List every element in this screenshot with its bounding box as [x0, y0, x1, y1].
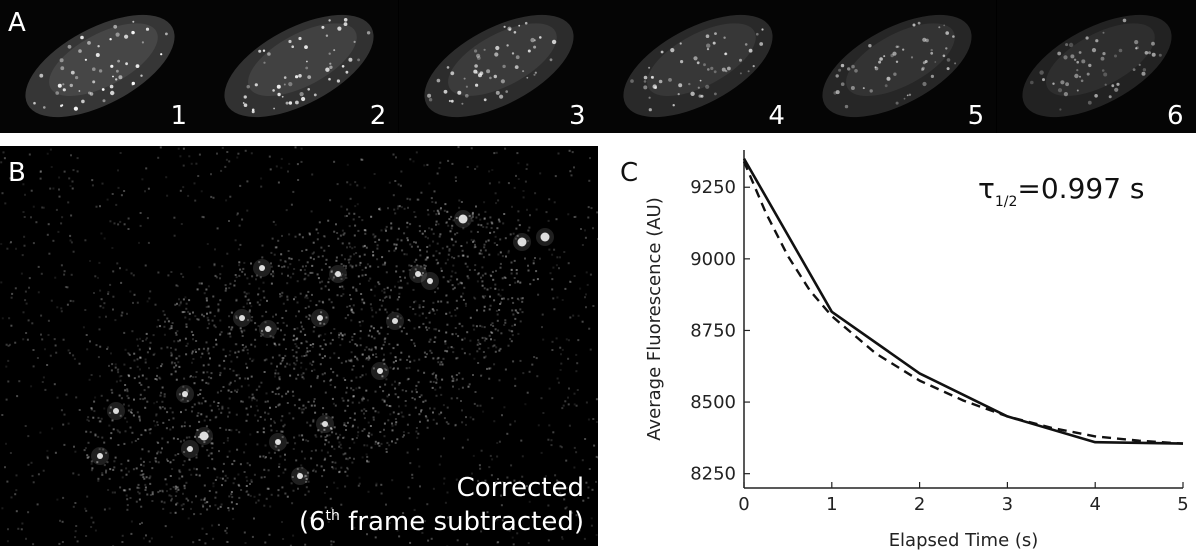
tau-annotation: τ1/2=0.997 s	[978, 172, 1145, 210]
chart-plot-area: 0 1 2 3 4 5 8250 8500 8750 9000 9250 Elapsed Time (…	[644, 150, 1189, 551]
frame-2: 2	[199, 0, 399, 133]
y-tick-label: 8500	[690, 392, 736, 413]
frame-6: 6	[996, 0, 1196, 133]
y-tick-label: 8250	[690, 464, 736, 485]
frame-number: 3	[569, 101, 586, 131]
measured-line	[742, 157, 1184, 445]
frame-4: 4	[597, 0, 797, 133]
frame-number: 1	[170, 101, 187, 131]
tau-value: =0.997 s	[1017, 172, 1144, 205]
frame-number: 2	[369, 101, 387, 131]
x-tick-label: 4	[1089, 494, 1100, 515]
caption-subtracted: (6th frame subtracted)	[298, 506, 584, 537]
fluorescence-decay-chart: 0 1 2 3 4 5 8250 8500 8750 9000 9250 Elapsed Time (…	[644, 150, 1189, 551]
tau-symbol: τ	[978, 172, 995, 205]
x-axis-label: Elapsed Time (s)	[889, 530, 1039, 551]
frame-3: 3	[398, 0, 598, 133]
panel-b-letter: B	[8, 158, 26, 188]
fit-curve-dashed	[742, 161, 1184, 445]
corrected-image: B Corrected (6th frame subtracted)	[0, 146, 598, 546]
caption-prefix: (6	[298, 506, 326, 537]
x-tick-label: 2	[914, 494, 925, 515]
corrected-image-canvas	[0, 146, 598, 546]
x-tick-label: 5	[1177, 494, 1188, 515]
y-tick-label: 9000	[690, 249, 736, 270]
panel-a-letter: A	[8, 8, 26, 38]
tau-subscript: 1/2	[995, 194, 1018, 210]
caption-sup: th	[325, 507, 340, 524]
frame-1: 1	[0, 0, 199, 133]
frame-number: 6	[1166, 101, 1184, 131]
caption-suffix: frame subtracted)	[339, 506, 584, 537]
y-tick-label: 8750	[690, 320, 736, 341]
frame-number: 4	[768, 101, 785, 131]
frame-strip: A 1 2 3 4 5 6	[0, 0, 1196, 133]
frame-5: 5	[797, 0, 997, 133]
frame-number: 5	[967, 101, 985, 131]
y-axis-label: Average Fluorescence (AU)	[644, 197, 665, 440]
x-tick-label: 3	[1002, 494, 1013, 515]
y-tick-label: 9250	[690, 177, 736, 198]
x-tick-label: 0	[738, 494, 749, 515]
caption-corrected: Corrected	[456, 472, 584, 503]
x-tick-label: 1	[826, 494, 837, 515]
panel-c-letter: C	[620, 158, 639, 188]
